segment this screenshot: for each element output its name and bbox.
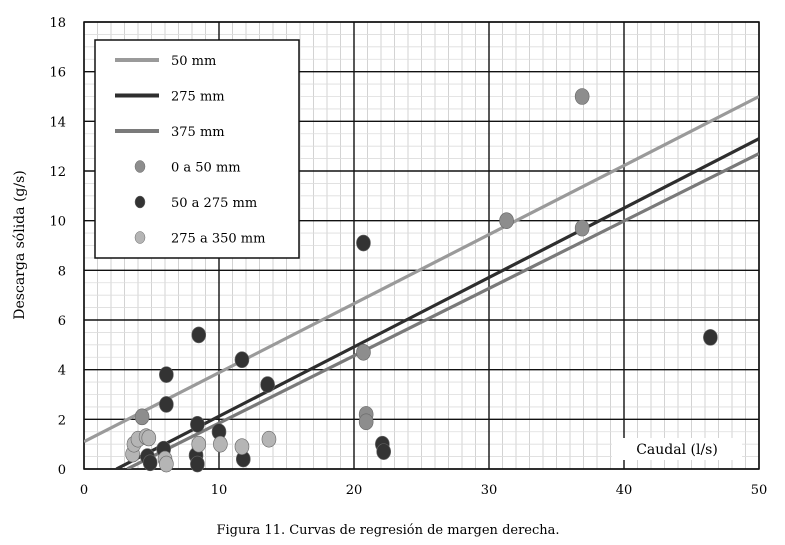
figure-caption: Figura 11. Curvas de regresión de margen… xyxy=(216,523,559,538)
y-tick-label: 10 xyxy=(49,215,66,230)
data-point xyxy=(213,435,228,453)
x-tick-label: 20 xyxy=(346,483,363,498)
regression-line xyxy=(126,152,759,469)
y-tick-label: 8 xyxy=(58,264,66,279)
y-tick-label: 4 xyxy=(58,364,66,379)
data-point xyxy=(376,443,392,460)
data-point xyxy=(356,343,371,361)
legend-label: 50 a 275 mm xyxy=(171,196,257,211)
regression-line xyxy=(115,137,759,469)
data-point xyxy=(234,438,250,455)
legend-marker-swatch xyxy=(134,231,146,244)
data-point xyxy=(134,408,150,426)
regression-lines xyxy=(84,95,759,469)
legend-label: 0 a 50 mm xyxy=(171,161,241,176)
x-tick-label: 0 xyxy=(80,483,88,498)
legend: 50 mm 275 mm 375 mm 0 a 50 mm 50 a 275 mm 275… xyxy=(94,39,300,259)
data-point xyxy=(191,326,207,344)
data-point xyxy=(356,234,371,252)
x-tick-label: 50 xyxy=(751,483,768,498)
data-point xyxy=(142,454,158,472)
y-tick-label: 18 xyxy=(49,16,66,31)
legend-label: 275 a 350 mm xyxy=(171,232,265,247)
data-point xyxy=(574,219,590,237)
x-axis-title: Caudal (l/s) xyxy=(636,442,718,458)
y-tick-label: 6 xyxy=(58,314,66,329)
data-point xyxy=(358,413,374,431)
legend-marker-swatch xyxy=(134,160,146,173)
x-tick-label: 40 xyxy=(616,483,633,498)
plot-frame xyxy=(83,21,760,470)
y-tick-label: 14 xyxy=(49,115,66,130)
data-point xyxy=(159,366,174,383)
legend-label: 375 mm xyxy=(171,125,225,140)
y-tick-label: 2 xyxy=(58,413,66,428)
data-point xyxy=(141,429,157,447)
data-point xyxy=(703,329,718,346)
data-point xyxy=(234,351,250,369)
y-tick-label: 16 xyxy=(49,66,66,81)
data-point xyxy=(190,455,205,473)
legend-marker-swatch xyxy=(134,195,146,209)
y-axis-title: Descarga sólida (g/s) xyxy=(12,170,28,319)
data-point xyxy=(159,455,174,473)
data-point xyxy=(574,88,590,105)
x-tick-label: 30 xyxy=(481,483,498,498)
legend-label: 275 mm xyxy=(171,90,225,105)
legend-box xyxy=(94,39,300,259)
x-tick-label: 10 xyxy=(211,483,228,498)
regression-line xyxy=(84,95,759,444)
data-point xyxy=(159,396,174,413)
y-tick-label: 0 xyxy=(58,463,66,478)
data-point xyxy=(191,435,207,453)
legend-label: 50 mm xyxy=(171,54,216,69)
data-point xyxy=(260,376,275,393)
data-point xyxy=(261,430,277,448)
data-point xyxy=(499,212,514,229)
y-tick-label: 12 xyxy=(49,165,66,180)
data-point xyxy=(190,415,205,433)
x-axis-title-background xyxy=(612,438,742,460)
